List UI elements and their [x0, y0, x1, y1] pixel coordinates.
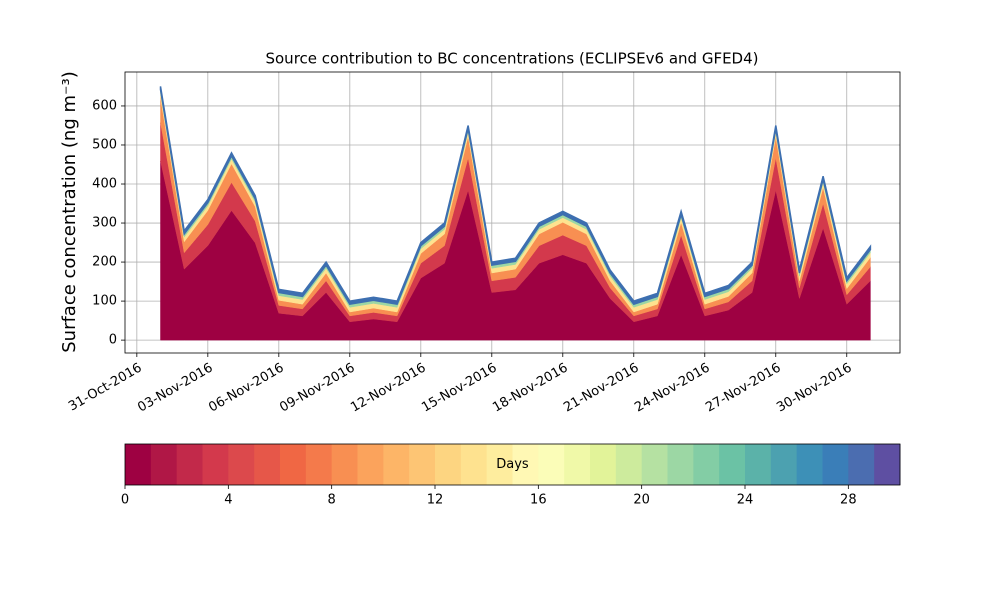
colorbar: Days 0 4 8 12 16 20 24 28	[121, 443, 901, 508]
colorbar-tick-label: 8	[328, 493, 336, 508]
chart-title: Source contribution to BC concentrations…	[265, 50, 758, 68]
colorbar-swatch	[512, 444, 539, 485]
colorbar-swatch	[460, 444, 488, 485]
colorbar-swatch	[280, 444, 307, 485]
colorbar-swatch	[719, 444, 746, 485]
y-tick-label: 600	[92, 98, 117, 113]
colorbar-tick-label: 12	[427, 493, 444, 508]
colorbar-swatch	[228, 444, 255, 485]
colorbar-tick-label: 24	[737, 493, 754, 508]
colorbar-swatch	[202, 444, 229, 485]
y-tick-label: 0	[109, 333, 117, 348]
colorbar-swatch	[176, 444, 203, 485]
colorbar-swatch	[357, 444, 384, 485]
colorbar-swatch	[486, 444, 513, 485]
y-tick-label: 400	[92, 177, 117, 192]
colorbar-swatch	[383, 444, 410, 485]
colorbar-tick-label: 20	[633, 493, 650, 508]
colorbar-swatch	[796, 444, 823, 485]
plot-frame	[124, 71, 901, 354]
colorbar-tick-label: 28	[840, 493, 857, 508]
y-axis-label: Surface concentration (ng m⁻³)	[59, 71, 80, 353]
colorbar-frame	[124, 443, 901, 486]
area-layer	[159, 86, 872, 306]
colorbar-swatch	[409, 444, 436, 485]
colorbar-tick-label: 16	[530, 493, 547, 508]
colorbar-swatch	[125, 444, 152, 485]
colorbar-swatch	[564, 444, 591, 485]
y-tick-label: 500	[92, 137, 117, 152]
colorbar-swatch	[615, 444, 643, 485]
colorbar-swatch	[693, 444, 720, 485]
plot-area	[125, 72, 900, 353]
colorbar-tick-label: 0	[121, 493, 129, 508]
colorbar-swatch	[770, 444, 798, 485]
y-tick-label: 300	[92, 216, 117, 231]
y-tick-label: 100	[92, 294, 117, 309]
colorbar-swatch	[538, 444, 565, 485]
colorbar-swatch	[822, 444, 849, 485]
colorbar-swatch	[331, 444, 358, 485]
colorbar-swatch	[305, 444, 333, 485]
colorbar-swatch	[150, 444, 178, 485]
colorbar-swatch	[590, 444, 617, 485]
colorbar-swatch	[254, 444, 281, 485]
colorbar-tick-label: 4	[224, 493, 232, 508]
colorbar-swatch	[667, 444, 694, 485]
colorbar-swatch	[745, 444, 772, 485]
colorbar-swatch	[641, 444, 668, 485]
colorbar-swatch	[874, 444, 901, 485]
colorbar-swatch	[435, 444, 462, 485]
y-tick-label: 200	[92, 255, 117, 270]
colorbar-swatch	[848, 444, 875, 485]
colorbar-label: Days	[496, 457, 529, 472]
